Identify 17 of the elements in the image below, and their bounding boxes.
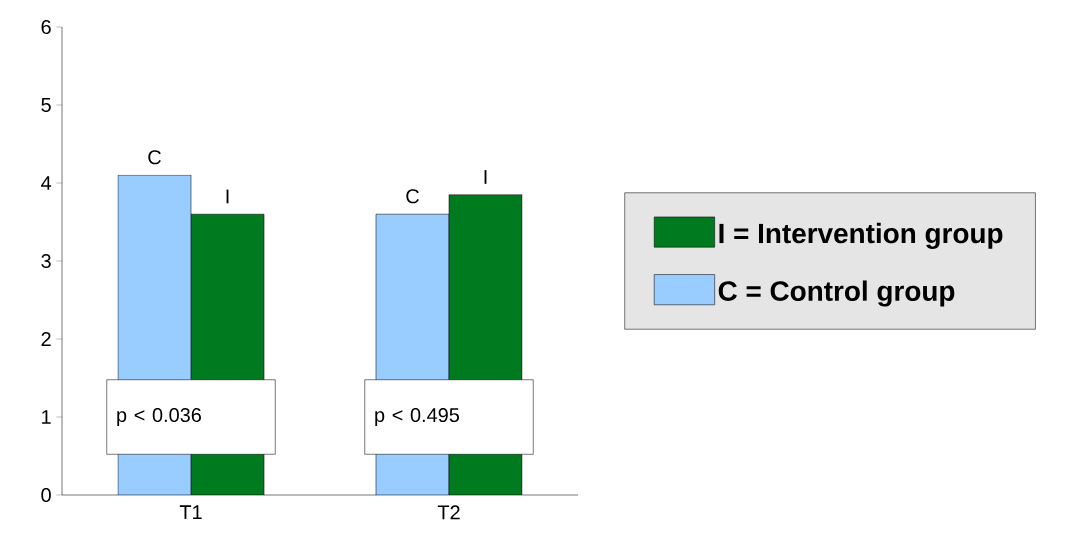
y-tick-label: 1 — [42, 410, 51, 424]
y-tick-label: 0 — [41, 487, 51, 503]
x-tick-label: T1 — [179, 505, 202, 520]
annotation: C — [406, 189, 419, 204]
x-tick-label: T2 — [437, 505, 460, 520]
annotation: p < 0.036 — [117, 407, 201, 427]
annotation: p < 0.495 — [375, 407, 460, 427]
y-tick-label: 2 — [41, 332, 51, 346]
y-tick-label: 4 — [41, 176, 52, 190]
legend-label: I = Intervention group — [719, 222, 1003, 249]
y-tick-label: 3 — [41, 253, 51, 269]
annotation: C — [148, 150, 161, 165]
annotation: I — [226, 189, 229, 204]
legend-label: C = Control group — [718, 280, 955, 307]
y-tick-label: 5 — [41, 98, 51, 112]
annotation: I — [484, 170, 487, 184]
y-tick-label: 6 — [41, 19, 51, 35]
